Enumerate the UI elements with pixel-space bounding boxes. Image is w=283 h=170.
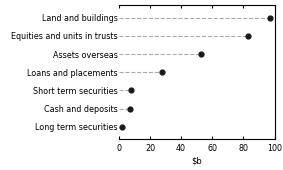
Point bbox=[129, 89, 134, 92]
Point bbox=[160, 71, 165, 74]
X-axis label: $b: $b bbox=[191, 156, 202, 165]
Point bbox=[267, 16, 272, 19]
Point bbox=[246, 35, 250, 37]
Point bbox=[127, 107, 132, 110]
Point bbox=[199, 53, 203, 55]
Point bbox=[120, 125, 124, 128]
